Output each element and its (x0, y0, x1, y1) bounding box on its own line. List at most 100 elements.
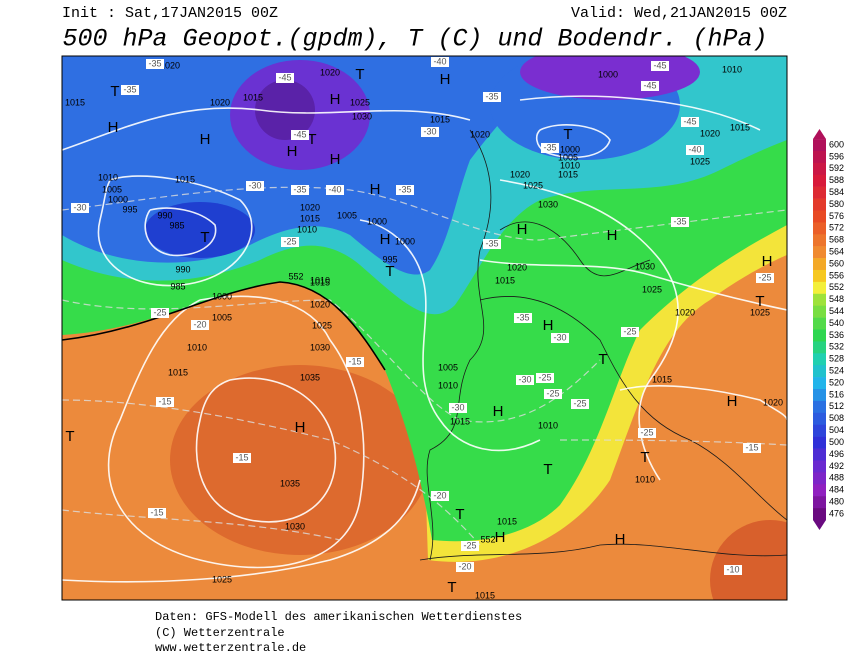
isobar (359, 219, 541, 452)
colorbar-tick-label: 536 (829, 330, 844, 340)
isobar-label: 1010 (310, 275, 330, 285)
colorbar-tick-label: 564 (829, 247, 844, 257)
isobar-label: 1020 (320, 67, 340, 77)
isobar-label: 1015 (730, 122, 750, 132)
isotherm (62, 509, 341, 541)
isobar-label: 1010 (538, 420, 558, 430)
colorbar-swatch (813, 460, 826, 473)
isobar (499, 179, 679, 481)
map (62, 56, 787, 600)
isobar (519, 95, 761, 131)
temperature-label: -25 (153, 307, 166, 317)
isobar-label: 1035 (280, 478, 300, 488)
temperature-label-box (544, 389, 562, 399)
colorbar-swatch (813, 436, 826, 449)
isobar (479, 259, 787, 311)
pressure-center: T (755, 293, 764, 310)
warm-core (710, 520, 787, 600)
temperature-label-box (449, 403, 467, 413)
colorbar-tick-label: 580 (829, 199, 844, 209)
temperature-label-box (641, 81, 659, 91)
map-frame (61, 55, 788, 601)
colorbar-swatch (813, 377, 826, 390)
temperature-label: -45 (278, 72, 291, 82)
temperature-label: -30 (248, 180, 261, 190)
isobar-label: 1015 (652, 374, 672, 384)
pressure-center: T (385, 263, 394, 280)
colorbar-swatch (813, 341, 826, 354)
pressure-center: H (330, 91, 341, 108)
isobar-label: 1035 (300, 372, 320, 382)
isobar-label: 1025 (212, 574, 232, 584)
temperature-label-box (456, 562, 474, 572)
colorbar-arrow (813, 519, 826, 530)
pressure-center: H (330, 151, 341, 168)
temperature-label-box (291, 185, 309, 195)
temperature-label-box (233, 453, 251, 463)
temperature-label: -35 (123, 84, 136, 94)
isobar-label: 1005 (212, 312, 232, 322)
temperature-label: -40 (328, 184, 341, 194)
colorbar-swatch (813, 472, 826, 485)
pressure-center: H (495, 529, 506, 546)
temperature-label: -25 (546, 388, 559, 398)
isobar-label: 1030 (538, 199, 558, 209)
temperature-label-box (431, 57, 449, 67)
pressure-center: H (370, 181, 381, 198)
temperature-label: -35 (293, 184, 306, 194)
isobar-label: 1015 (243, 92, 263, 102)
isobar (107, 295, 365, 569)
isobar-label: 1000 (560, 144, 580, 154)
colorbar-swatch (813, 353, 826, 366)
colorbar-swatch (813, 162, 826, 176)
temperature-label: -30 (73, 202, 86, 212)
colorbar-tick-label: 588 (829, 175, 844, 185)
isobar-label: 1010 (722, 64, 742, 74)
temperature-label-box (431, 491, 449, 501)
isobar-label: 985 (169, 220, 184, 230)
colorbar-tick-label: 516 (829, 389, 844, 399)
colorbar-swatch (813, 448, 826, 461)
colorbar-swatch (813, 317, 826, 330)
colorbar-tick-label: 512 (829, 401, 844, 411)
pressure-center: T (563, 126, 572, 143)
isobar-label: 1015 (450, 416, 470, 426)
isobar-label: 985 (170, 281, 185, 291)
temperature-label: -15 (150, 507, 163, 517)
temperature-label: -25 (758, 272, 771, 282)
temperature-label: -35 (485, 238, 498, 248)
pressure-center: H (727, 393, 738, 410)
isobar-label: 1000 (367, 216, 387, 226)
temperature-label-box (71, 203, 89, 213)
isobar-label: 1025 (690, 156, 710, 166)
isobar-label: 1020 (763, 397, 783, 407)
colorbar-tick-label: 552 (829, 282, 844, 292)
temperature-label-box (686, 145, 704, 155)
isotherm (62, 186, 787, 241)
colorbar-tick-label: 524 (829, 366, 844, 376)
isobar-label: 995 (382, 254, 397, 264)
footer-line: www.wetterzentrale.de (155, 641, 306, 655)
isobar-label: 1010 (635, 474, 655, 484)
temperature-label: -40 (688, 144, 701, 154)
colorbar-swatch (813, 293, 826, 306)
isobar-label: 1020 (700, 128, 720, 138)
temperature-label-box (148, 508, 166, 518)
temperature-label-box (396, 185, 414, 195)
pressure-center: T (110, 83, 119, 100)
pressure-center: H (493, 403, 504, 420)
isobar (195, 377, 337, 523)
isobar (535, 124, 611, 159)
temperature-label-box (121, 85, 139, 95)
colorbar-swatch (813, 198, 826, 211)
pressure-center: H (762, 253, 773, 270)
pressure-center: H (200, 131, 211, 148)
temperature-label-box (536, 373, 554, 383)
temperature-label: -15 (348, 356, 361, 366)
pressure-center: H (287, 143, 298, 160)
temperature-label-box (743, 443, 761, 453)
temperature-label-box (638, 428, 656, 438)
pressure-center: T (355, 66, 364, 83)
